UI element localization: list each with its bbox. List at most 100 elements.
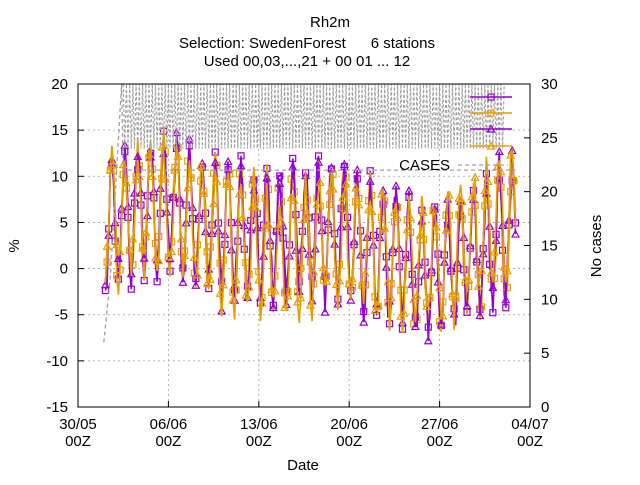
point	[237, 152, 245, 160]
point	[509, 173, 519, 183]
x-tick-label-hour: 00Z	[246, 433, 272, 450]
point	[359, 317, 369, 326]
point	[354, 200, 364, 209]
point	[346, 295, 356, 304]
point	[441, 225, 451, 234]
point	[337, 205, 345, 213]
point	[389, 207, 399, 216]
point	[191, 280, 201, 289]
point	[205, 274, 215, 283]
point	[418, 207, 428, 216]
point	[138, 243, 148, 252]
y-tick-label: 0	[60, 261, 68, 278]
y2-tick-label: 15	[541, 238, 558, 255]
title-line-3: Used 00,03,...,21 + 00 01 ... 12	[204, 53, 410, 70]
point	[289, 154, 297, 163]
point	[486, 267, 496, 277]
x-tick-label-hour: 00Z	[336, 433, 362, 450]
point	[133, 151, 143, 161]
point	[315, 177, 325, 186]
point	[236, 161, 246, 170]
point	[180, 250, 190, 260]
legend-marker	[487, 93, 495, 101]
point	[444, 190, 454, 199]
x-tick-label-hour: 00Z	[517, 433, 543, 450]
point	[489, 247, 499, 256]
point	[167, 246, 177, 256]
point	[373, 311, 381, 319]
y2-tick-label: 30	[541, 76, 558, 93]
point	[351, 183, 361, 192]
x-tick-label-date: 13/06	[240, 416, 278, 433]
point	[370, 305, 380, 314]
point	[178, 277, 188, 286]
point	[402, 224, 412, 234]
legend-label-cases: CASES	[399, 157, 450, 174]
point	[404, 185, 414, 195]
point	[102, 241, 112, 250]
point	[325, 185, 335, 195]
point	[423, 335, 433, 345]
x-tick-label-date: 04/07	[511, 416, 549, 433]
y-axis-label: %	[6, 239, 23, 252]
point	[467, 192, 477, 201]
point	[163, 251, 173, 261]
point	[501, 294, 511, 304]
point	[196, 160, 206, 170]
point	[100, 279, 110, 289]
point	[231, 274, 241, 284]
point	[494, 146, 504, 156]
legend-marker	[486, 124, 496, 133]
point	[399, 308, 409, 317]
point	[347, 274, 357, 283]
point	[510, 229, 520, 238]
y2-tick-label: 0	[541, 399, 549, 416]
point	[210, 157, 220, 167]
x-tick-label-hour: 00Z	[65, 433, 91, 450]
point	[186, 172, 196, 182]
point	[380, 223, 390, 232]
point	[223, 156, 233, 166]
point	[225, 181, 235, 191]
title-line-1: Rh2m	[310, 14, 350, 31]
point	[464, 274, 474, 283]
point	[328, 184, 338, 193]
point	[339, 159, 349, 168]
point	[270, 286, 280, 295]
point	[502, 304, 510, 312]
point	[436, 319, 446, 328]
point	[446, 263, 456, 272]
point	[176, 233, 186, 243]
point	[393, 212, 403, 222]
x-axis-ticks: 30/0500Z06/0600Z13/0600Z20/0600Z27/0600Z…	[59, 401, 549, 450]
x-tick-label-date: 27/06	[421, 416, 459, 433]
point	[183, 182, 193, 192]
point	[499, 262, 509, 271]
y2-axis-label: No cases	[588, 215, 605, 278]
point	[262, 173, 272, 182]
point	[202, 278, 212, 288]
point	[105, 164, 115, 174]
point	[496, 166, 506, 176]
y-tick-label: 15	[51, 122, 68, 139]
point	[104, 230, 114, 239]
point	[367, 206, 377, 215]
y2-axis-ticks: 0 5 10 15 20 25 30	[524, 76, 558, 416]
title-line-2: Selection: SwedenForest 6 stations	[179, 35, 435, 52]
point	[118, 159, 128, 169]
point	[506, 150, 516, 159]
point	[322, 276, 332, 285]
legend-marker	[486, 141, 496, 150]
point	[121, 177, 131, 187]
point	[268, 302, 278, 312]
point	[212, 176, 222, 185]
point	[154, 255, 164, 265]
point	[457, 196, 467, 206]
point	[144, 148, 154, 158]
point	[422, 301, 432, 311]
point	[150, 253, 160, 262]
point	[109, 159, 119, 168]
point	[141, 227, 151, 236]
point	[126, 268, 136, 278]
